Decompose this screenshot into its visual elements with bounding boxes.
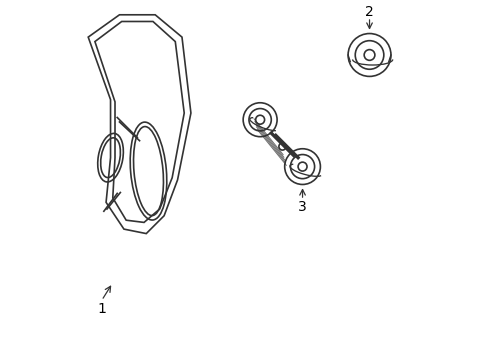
Text: 1: 1 bbox=[97, 302, 106, 316]
Text: 3: 3 bbox=[298, 200, 306, 214]
Text: 2: 2 bbox=[365, 5, 373, 19]
Circle shape bbox=[278, 143, 285, 150]
